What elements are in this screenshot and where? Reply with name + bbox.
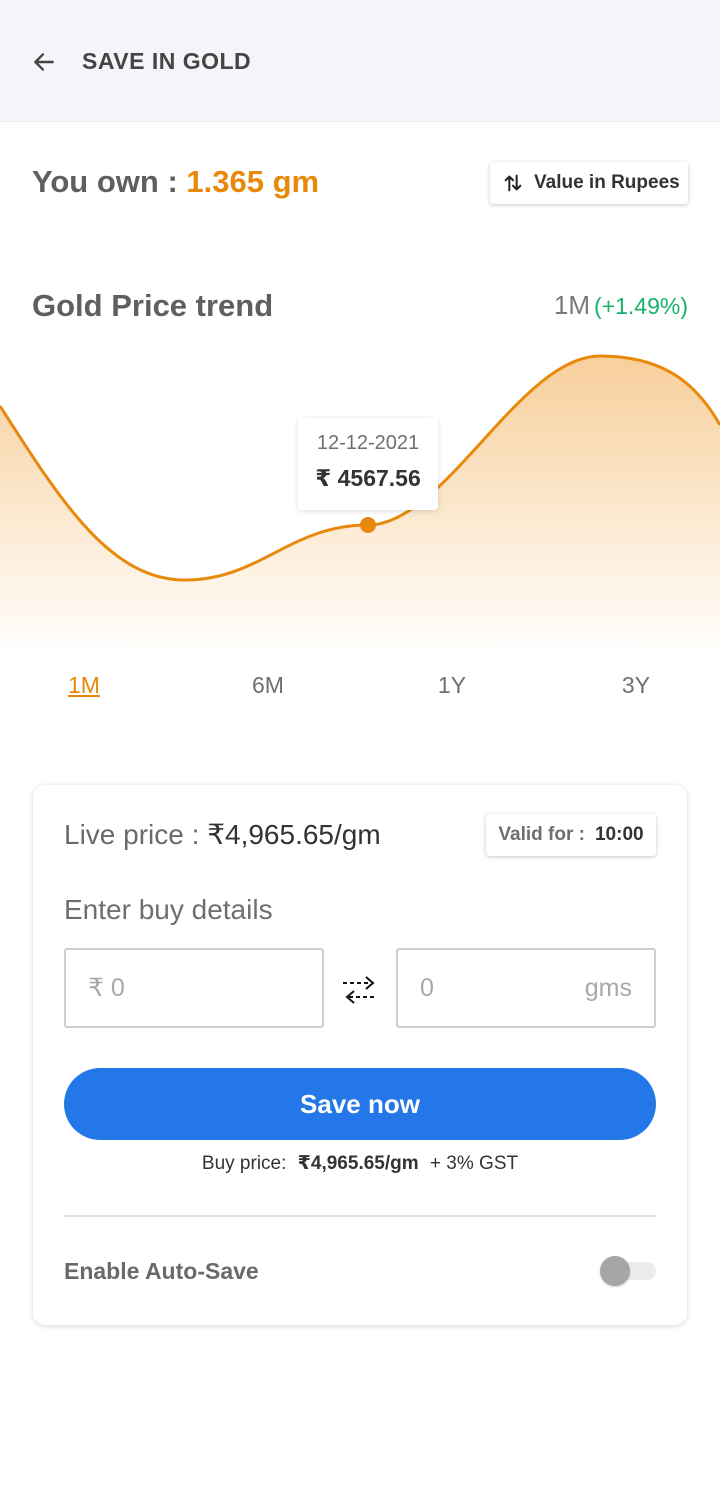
buy-price-value: ₹4,965.65/gm — [297, 1153, 419, 1174]
rupee-amount-input[interactable]: ₹ 0 — [64, 948, 324, 1028]
valid-for-label: Valid for : — [498, 824, 585, 845]
app-bar: SAVE IN GOLD — [0, 0, 720, 122]
chart-area — [0, 356, 720, 648]
gms-value: 0 — [420, 973, 434, 1002]
chart-tooltip: 12-12-2021 ₹ 4567.56 — [298, 418, 438, 510]
swap-vertical-icon — [504, 174, 522, 192]
tab-3y[interactable]: 3Y — [621, 672, 651, 698]
arrow-left-icon — [34, 53, 54, 71]
enter-buy-details-label: Enter buy details — [64, 894, 273, 925]
price-trend-chart[interactable] — [0, 340, 720, 650]
trend-period-summary: 1M (+1.49%) — [554, 290, 688, 321]
trend-period: 1M — [553, 290, 591, 320]
holdings-summary: You own : 1.365 gm — [32, 164, 319, 200]
live-price-value: ₹4,965.65/gm — [207, 819, 381, 850]
back-button[interactable] — [28, 46, 60, 78]
autosave-toggle[interactable] — [600, 1256, 656, 1286]
gms-amount-input[interactable]: 0 gms — [396, 948, 656, 1028]
swap-arrows-icon[interactable] — [340, 970, 380, 1010]
tab-6m[interactable]: 6M — [252, 672, 284, 698]
gms-unit: gms — [584, 973, 632, 1002]
holdings-value: 1.365 gm — [186, 164, 320, 199]
value-toggle-label: Value in Rupees — [534, 172, 680, 193]
live-price-label: Live price : — [64, 819, 200, 850]
trend-change: (+1.49%) — [594, 293, 688, 319]
tab-1m[interactable]: 1M — [68, 672, 100, 698]
save-now-button[interactable]: Save now — [64, 1068, 656, 1140]
trend-title: Gold Price trend — [32, 288, 274, 323]
holdings-label: You own : — [32, 164, 178, 199]
value-in-rupees-button[interactable]: Value in Rupees — [490, 162, 688, 204]
chart-selected-point[interactable] — [360, 517, 376, 533]
tab-1y[interactable]: 1Y — [437, 672, 467, 698]
buy-card: Live price : ₹4,965.65/gm Valid for : 10… — [33, 785, 687, 1325]
gst-note: + 3% GST — [429, 1153, 519, 1174]
rupee-amount-placeholder: ₹ 0 — [88, 974, 125, 1002]
buy-price-label: Buy price: — [201, 1153, 287, 1174]
range-tabs: 1M 6M 1Y 3Y — [0, 672, 720, 706]
valid-for-badge: Valid for : 10:00 — [486, 814, 656, 856]
toggle-knob — [600, 1256, 630, 1286]
tooltip-date: 12-12-2021 — [316, 432, 420, 454]
autosave-label: Enable Auto-Save — [64, 1258, 259, 1284]
live-price: Live price : ₹4,965.65/gm — [64, 818, 381, 851]
tooltip-price: ₹ 4567.56 — [315, 465, 421, 491]
valid-for-time: 10:00 — [594, 824, 644, 845]
page-title: SAVE IN GOLD — [82, 48, 252, 74]
buy-price-note: Buy price: ₹4,965.65/gm + 3% GST — [33, 1152, 687, 1175]
divider — [64, 1215, 656, 1217]
